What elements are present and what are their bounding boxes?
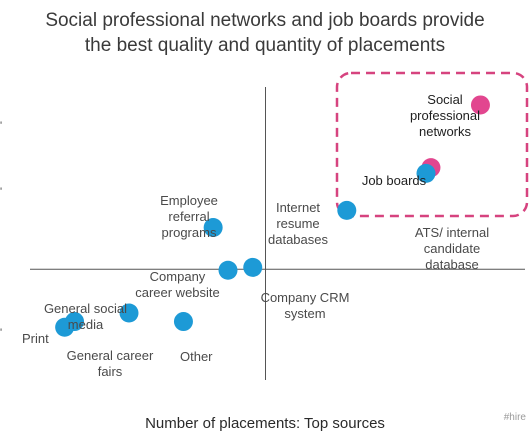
left-tick-2: ' (0, 186, 3, 198)
point-other (173, 312, 193, 332)
label-company-career-website: Company career website (135, 269, 220, 300)
label-other: Other (180, 349, 213, 364)
x-axis-label: Number of placements: Top sources (145, 415, 385, 432)
label-ats-internal-candidate-database: ATS/ internal candidate database (414, 225, 490, 272)
label-general-career-fairs: General career fairs (66, 348, 154, 379)
point-company-crm-system (243, 257, 263, 277)
label-job-boards: Job boards (361, 173, 427, 188)
label-internet-resume-databases: Internet resume databases (268, 200, 328, 247)
label-print: Print (22, 331, 49, 346)
point-company-career-website (218, 260, 238, 280)
label-employee-referral-programs: Employee referral programs (160, 193, 218, 240)
point-print (55, 317, 75, 337)
chart-title-line-2: the best quality and quantity of placeme… (84, 35, 446, 56)
label-general-social-media: General social media (43, 301, 128, 332)
point-employee-referral-programs (203, 218, 223, 237)
chart-title: Social professional networks and job boa… (0, 8, 530, 58)
chart-title-line-1: Social professional networks and job boa… (45, 10, 485, 31)
label-company-crm-system: Company CRM system (260, 290, 350, 321)
label-social-professional-networks: Social professional networks (409, 92, 481, 139)
point-general-social-media (119, 303, 139, 323)
point-internet-resume-databases (337, 200, 357, 220)
watermark: #hire (503, 412, 526, 423)
left-tick-3: ' (0, 327, 3, 339)
point-social-professional-networks (470, 95, 490, 115)
left-tick-1: ' (0, 120, 3, 132)
point-ats-internal-candidate-database (416, 163, 436, 183)
highlight-box (335, 71, 529, 218)
